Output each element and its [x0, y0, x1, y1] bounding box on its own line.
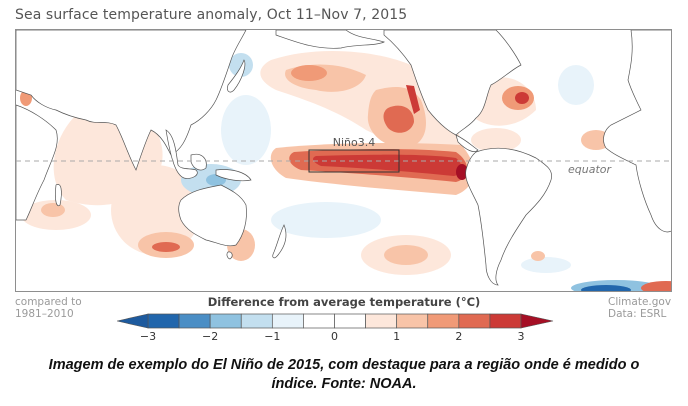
anomaly-south-australia-core: [152, 242, 180, 252]
land-australia: [178, 184, 247, 247]
land-borneo: [190, 153, 207, 171]
anomaly-west-indian-core: [41, 203, 65, 217]
anomaly-tropical-sp-cool: [271, 202, 381, 238]
colorbar-tick-label: −2: [202, 330, 219, 343]
land-north-america: [383, 30, 522, 136]
colorbar-tick-label: 3: [517, 330, 525, 343]
colorbar-tick-label: 0: [331, 330, 338, 343]
baseline-line2: 1981–2010: [15, 308, 74, 320]
colorbar-tick-label: −3: [139, 330, 157, 343]
land-new-zealand: [272, 224, 287, 259]
anomaly-baja-coast: [406, 85, 420, 114]
colorbar-bin: [178, 313, 211, 329]
anomaly-nw-atlantic-core: [515, 92, 529, 104]
colorbar-bin: [334, 313, 366, 329]
credit-line1: Climate.gov: [608, 296, 672, 308]
anomaly-equatorial-band-inner: [313, 154, 462, 176]
source-credit: Climate.gov Data: ESRL: [608, 296, 671, 320]
colorbar-bin: [489, 313, 522, 329]
colorbar-bin: [147, 313, 180, 329]
anomaly-japan-cool: [229, 53, 253, 77]
colorbar-tick-label: 1: [393, 330, 401, 343]
baseline-line1: compared to: [15, 296, 82, 308]
anomaly-south-atlantic-cool: [521, 257, 571, 273]
anomaly-southern-ocean-cool-core: [581, 285, 631, 291]
colorbar-bin: [240, 313, 273, 329]
anomaly-southern-warm: [641, 281, 671, 291]
colorbar-bin: [209, 313, 242, 329]
colorbar-bin: [396, 313, 429, 329]
nino34-label: Niño3.4: [333, 136, 375, 149]
sst-anomaly-map: Niño3.4 equator: [15, 29, 672, 292]
anomaly-ne-pacific-core: [383, 105, 414, 133]
land-europe-africa-east: [603, 30, 671, 233]
figure-caption: Imagem de exemplo do El Niño de 2015, co…: [0, 356, 688, 394]
land-new-guinea: [215, 169, 252, 182]
equator-label: equator: [568, 163, 613, 176]
anomaly-mid-atlantic-cool: [558, 65, 594, 105]
anomaly-sw-australia: [111, 165, 201, 255]
colorbar-bin: [365, 313, 398, 329]
land-layer: [16, 30, 671, 286]
colorbar-tick-label: 2: [455, 330, 463, 343]
anomaly-south-pacific-core: [384, 245, 428, 265]
land-central-america: [455, 134, 479, 152]
anomaly-caribbean: [471, 128, 521, 152]
colorbar-bin: [427, 313, 460, 329]
colorbar-under-triangle: [117, 313, 149, 329]
land-africa: [16, 104, 58, 221]
map-title: Sea surface temperature anomaly, Oct 11–…: [15, 7, 408, 23]
nino34-box: [308, 149, 400, 173]
anomaly-south-atlantic-warm: [531, 251, 545, 261]
colorbar-bin: [303, 313, 335, 329]
colorbar-bin: [458, 313, 491, 329]
colorbar-bin: [271, 313, 304, 329]
anomaly-nino12-core: [456, 164, 468, 180]
land-south-america: [465, 147, 552, 286]
caption-line1: Imagem de exemplo do El Niño de 2015, co…: [48, 357, 640, 373]
anomaly-north-pacific-core: [291, 65, 327, 81]
land-eurasia: [16, 30, 247, 171]
anomaly-canary: [581, 130, 611, 150]
land-madagascar: [55, 184, 62, 207]
caption-line2: índice. Fonte: NOAA.: [271, 376, 417, 392]
land-tasmania: [226, 251, 233, 260]
colorbar-tick-label: −1: [264, 330, 281, 343]
anomaly-west-pacific-cool: [221, 95, 271, 165]
land-alaska: [275, 30, 385, 49]
land-japan: [227, 59, 246, 93]
credit-line2: Data: ESRL: [608, 308, 667, 320]
land-southeast-asia: [165, 129, 198, 179]
baseline-note: compared to 1981–2010: [15, 296, 82, 320]
colorbar: [117, 313, 554, 329]
legend-title: Difference from average temperature (°C): [207, 295, 481, 309]
colorbar-over-triangle: [520, 313, 554, 329]
